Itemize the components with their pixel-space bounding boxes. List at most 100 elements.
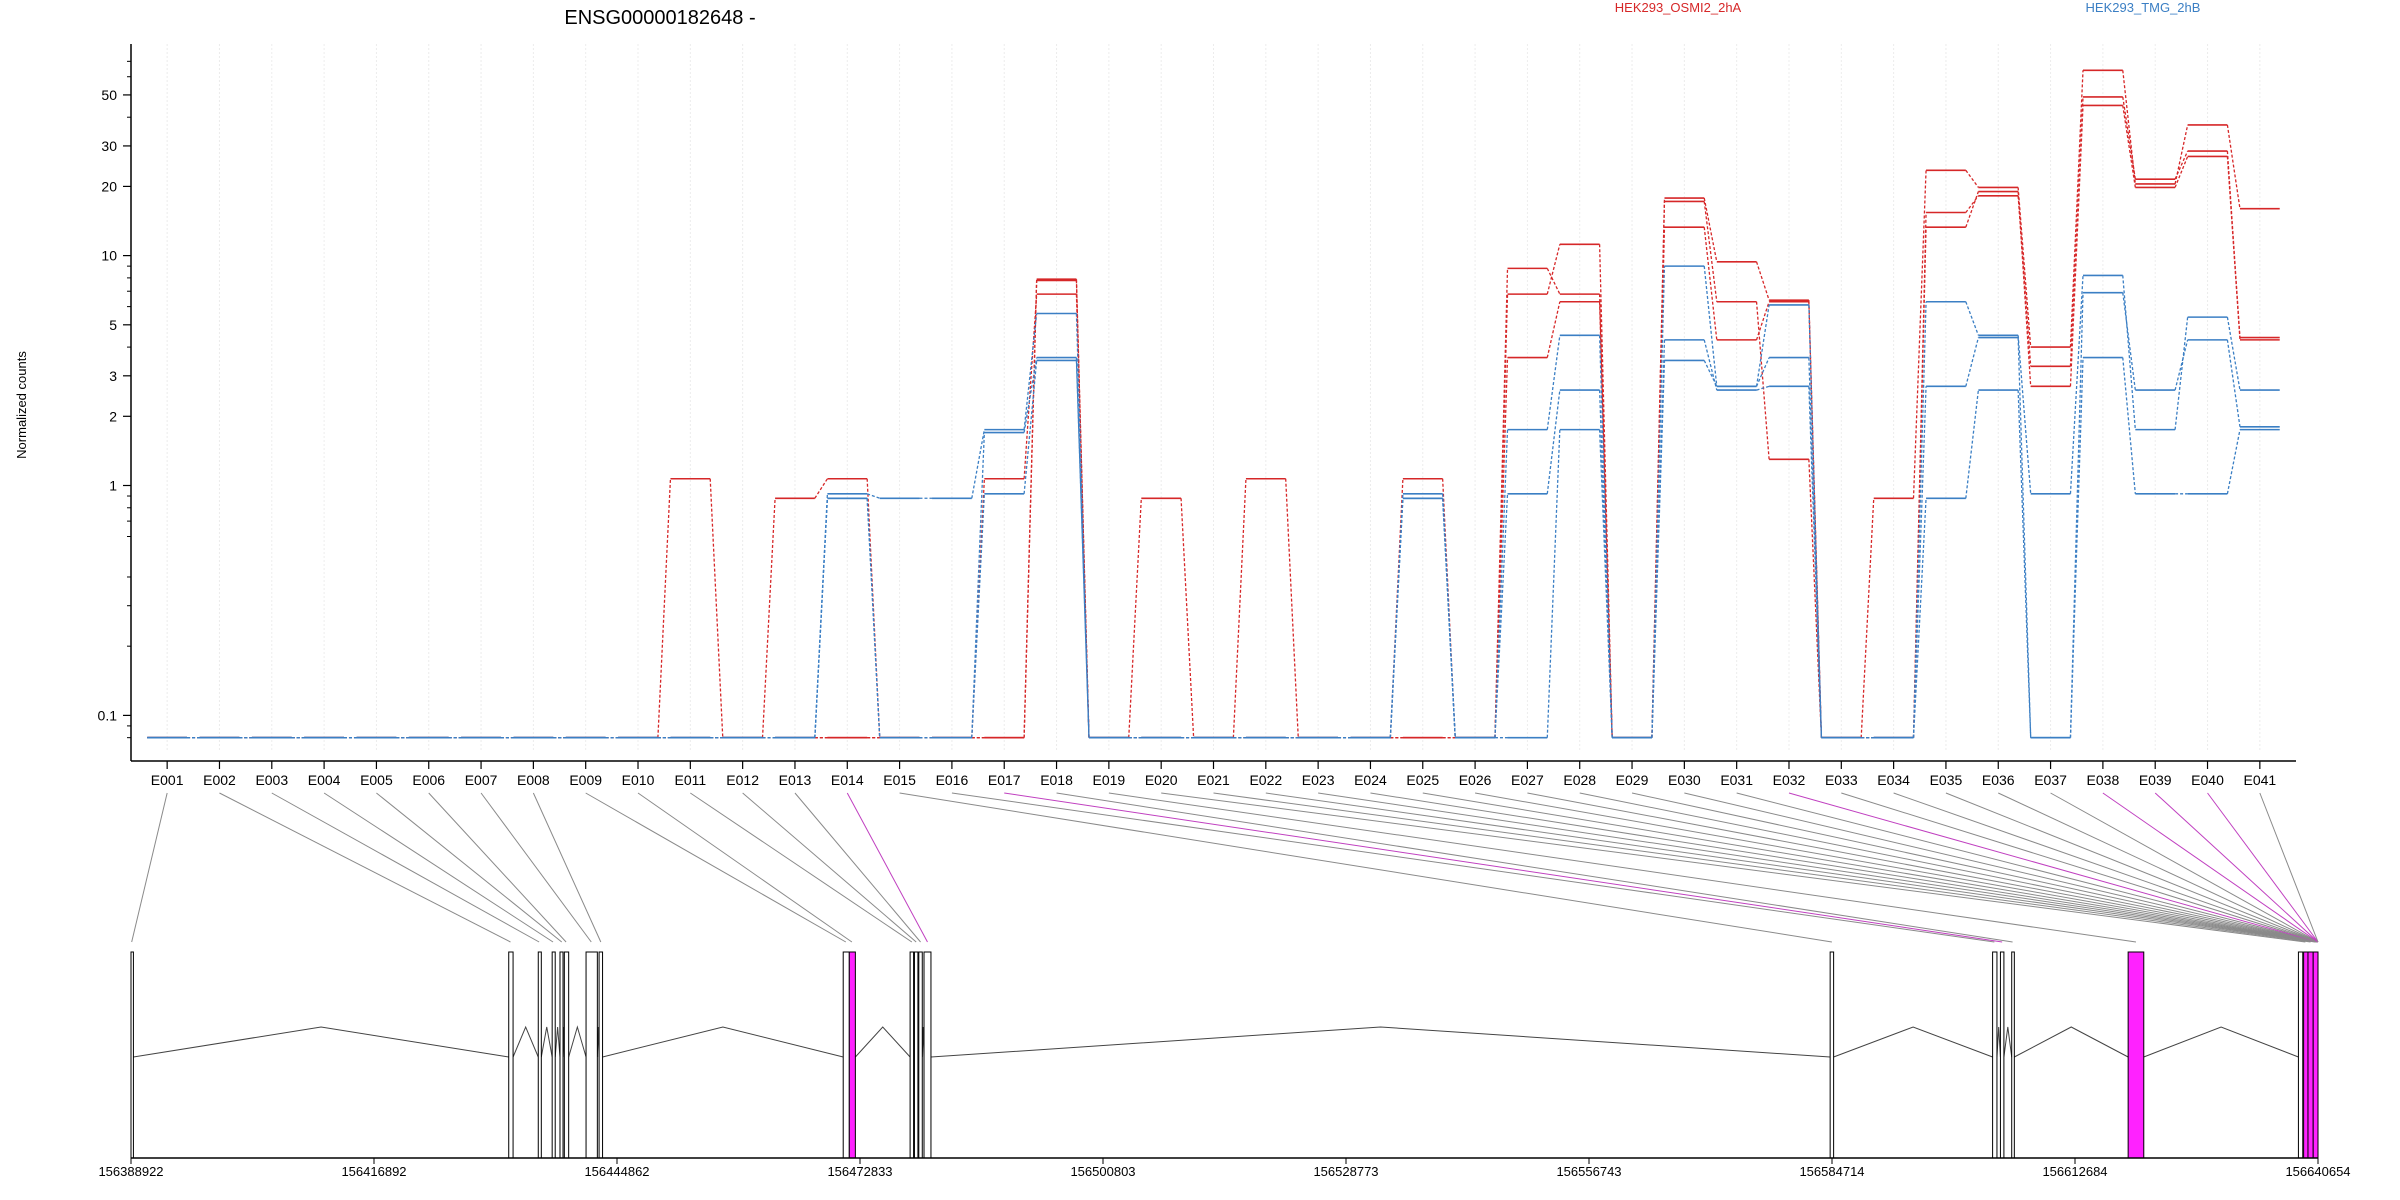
series-connector [2226, 124, 2241, 209]
exon-connector [1161, 792, 2306, 943]
series-connector [1546, 335, 1561, 430]
series-connector [1703, 266, 1718, 387]
x-tick-label: E010 [622, 772, 655, 788]
series-connector [1598, 390, 1613, 738]
exon-connector [1736, 792, 2319, 943]
x-tick-label: E008 [517, 772, 550, 788]
series-connector [2017, 191, 2032, 387]
exon-highlight [2307, 951, 2314, 1159]
series-connector [1651, 339, 1666, 738]
series-connector [1755, 301, 1770, 341]
series-connector [1285, 478, 1299, 738]
x-tick-label: E029 [1616, 772, 1649, 788]
exon-highlight [2127, 951, 2145, 1159]
intron [2003, 1026, 2013, 1058]
genome-tick-label: 156528773 [1313, 1164, 1378, 1179]
gene-model [130, 951, 2319, 1159]
intron [568, 1025, 587, 1058]
x-tick-label: E018 [1040, 772, 1073, 788]
x-tick-label: E033 [1825, 772, 1858, 788]
legend-label-tmg: HEK293_TMG_2hB [2086, 0, 2201, 15]
x-tick-label: E024 [1354, 772, 1387, 788]
x-tick-label: E003 [255, 772, 288, 788]
exon [508, 951, 514, 1159]
x-tick-label: E019 [1093, 772, 1126, 788]
series-4 [147, 291, 2280, 739]
exon-connector [1631, 792, 2318, 943]
genome-tick-label: 156416892 [341, 1164, 406, 1179]
x-tick-label: E028 [1563, 772, 1596, 788]
series-connector [2069, 96, 2084, 367]
x-tick-label: E004 [308, 772, 341, 788]
series-connector [2122, 105, 2136, 188]
series-connector [2122, 357, 2136, 494]
exon-connector [951, 792, 1995, 943]
exon [585, 951, 598, 1159]
series-connector [1441, 498, 1456, 738]
x-tick-label: E036 [1982, 772, 2015, 788]
series-connector [2226, 317, 2241, 391]
series-connector [1912, 386, 1927, 738]
x-tick-label: E025 [1406, 772, 1439, 788]
exon-connector [1213, 792, 2311, 943]
intron [133, 1026, 509, 1058]
exon-connector [1527, 792, 2318, 943]
x-tick-label: E014 [831, 772, 864, 788]
x-tick-label: E006 [412, 772, 445, 788]
exon-highlight [2312, 951, 2319, 1159]
exon-connector [899, 792, 1832, 943]
series-connector [1023, 357, 1038, 433]
series-connector [1755, 304, 1770, 387]
exon [1829, 951, 1835, 1159]
series-connector [657, 478, 672, 738]
series-connector [2069, 70, 2084, 348]
exon [559, 951, 564, 1159]
genome-tick-label: 156444862 [584, 1164, 649, 1179]
series-connector [2017, 390, 2032, 738]
exon [1992, 951, 1998, 1159]
series-connector [971, 478, 986, 738]
x-tick-label: E005 [360, 772, 393, 788]
series-connector [1546, 301, 1561, 358]
series-connector [1860, 498, 1875, 738]
exon [913, 951, 919, 1159]
series-connector [1755, 357, 1770, 387]
intron [512, 1025, 539, 1058]
exon-connector [1684, 792, 2319, 943]
exon [1999, 951, 2005, 1159]
series-connector [1703, 339, 1718, 391]
x-tick-label: E040 [2191, 772, 2224, 788]
exon-connector [690, 792, 913, 943]
exon-connector [2154, 792, 2319, 943]
exon-highlight [848, 951, 856, 1159]
x-tick-label: E041 [2243, 772, 2276, 788]
intron [1833, 1026, 1993, 1058]
x-tick-label: E002 [203, 772, 236, 788]
series-connector [1965, 301, 1979, 336]
series-connector [1756, 385, 1770, 391]
series-connector [814, 478, 828, 499]
exon-connector [1788, 792, 2319, 943]
exon-connector [2102, 792, 2319, 943]
series-connector [1912, 498, 1927, 738]
exon [598, 951, 604, 1159]
series-connector [1128, 498, 1142, 738]
x-tick-label: E007 [465, 772, 498, 788]
intron [602, 1026, 844, 1058]
genome-tick-label: 156388922 [98, 1164, 163, 1179]
exon-connector [1893, 792, 2319, 943]
series-connector [2122, 70, 2136, 185]
exon-connector [1056, 792, 2013, 943]
exon-connector [532, 792, 602, 943]
y-tick-label: 20 [101, 178, 117, 194]
series-connector [1494, 294, 1509, 738]
series-connector [2122, 96, 2136, 180]
series-connector [1755, 261, 1770, 301]
x-tick-label: E035 [1930, 772, 1963, 788]
x-tick-label: E026 [1459, 772, 1492, 788]
exon-connector [1370, 792, 2318, 943]
x-tick-label: E017 [988, 772, 1021, 788]
exon-connector [637, 792, 853, 943]
intron [540, 1026, 553, 1058]
